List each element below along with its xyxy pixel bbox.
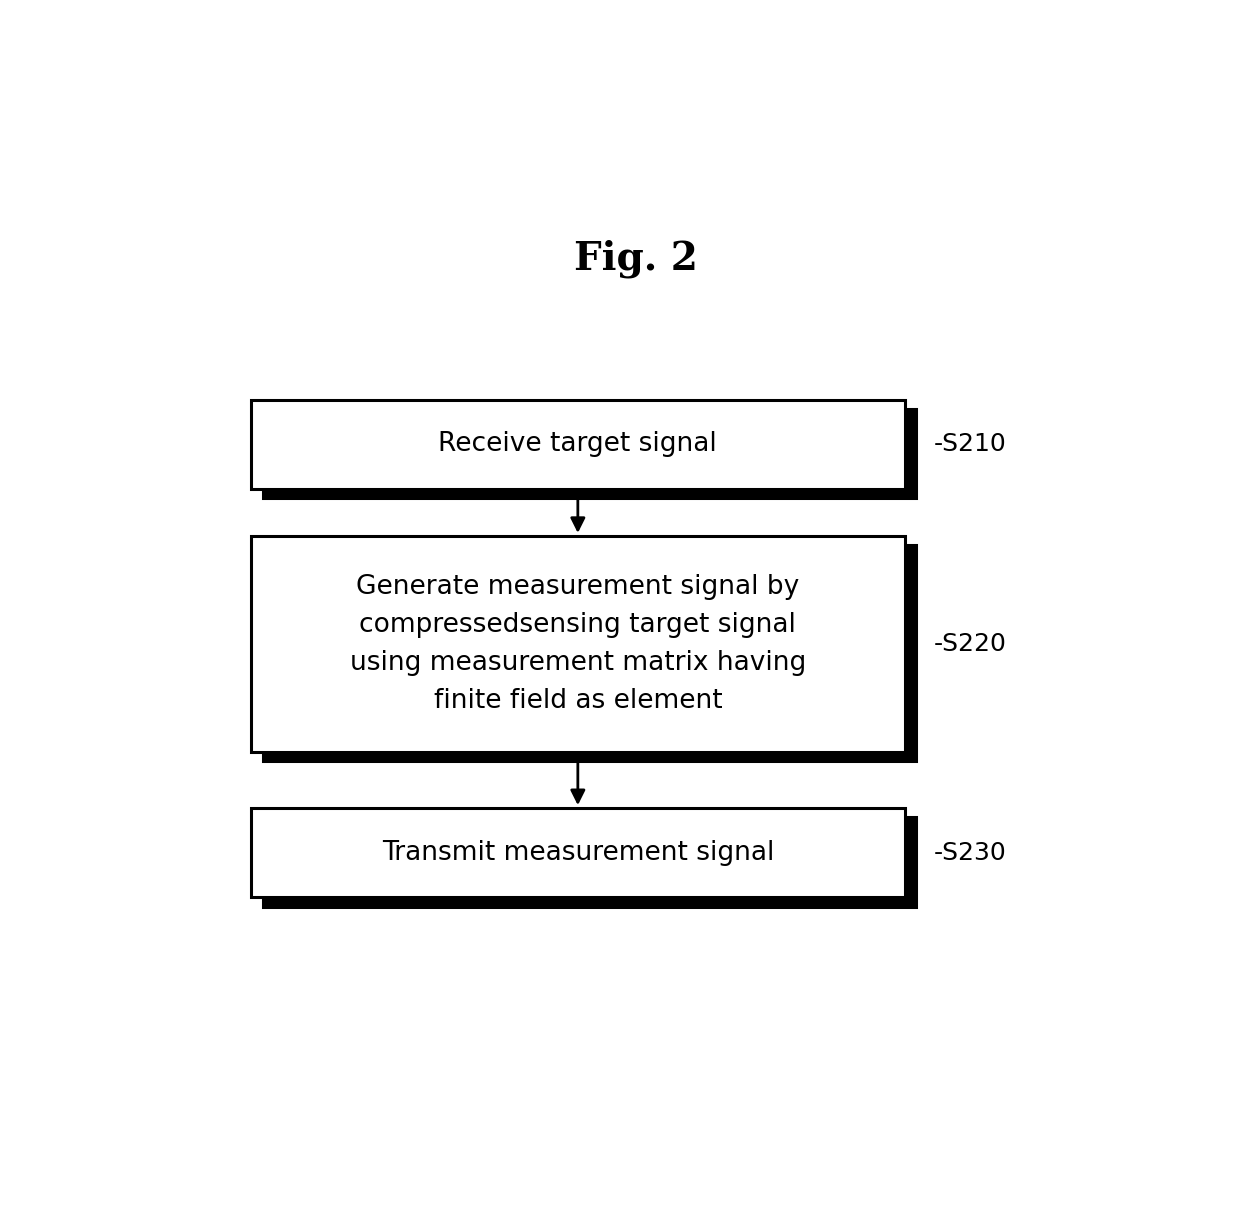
Text: Receive target signal: Receive target signal — [439, 432, 717, 457]
Bar — [250, 536, 905, 752]
Text: Generate measurement signal by
compressedsensing target signal
using measurement: Generate measurement signal by compresse… — [350, 574, 806, 714]
Text: -S210: -S210 — [934, 433, 1006, 456]
Text: -S230: -S230 — [934, 841, 1006, 864]
Text: Transmit measurement signal: Transmit measurement signal — [382, 840, 774, 865]
Bar — [263, 818, 916, 907]
Bar — [250, 400, 905, 489]
Text: -S220: -S220 — [934, 631, 1007, 656]
Bar — [250, 808, 905, 897]
Bar — [263, 545, 916, 761]
Text: Fig. 2: Fig. 2 — [574, 240, 697, 278]
Bar — [263, 410, 916, 499]
